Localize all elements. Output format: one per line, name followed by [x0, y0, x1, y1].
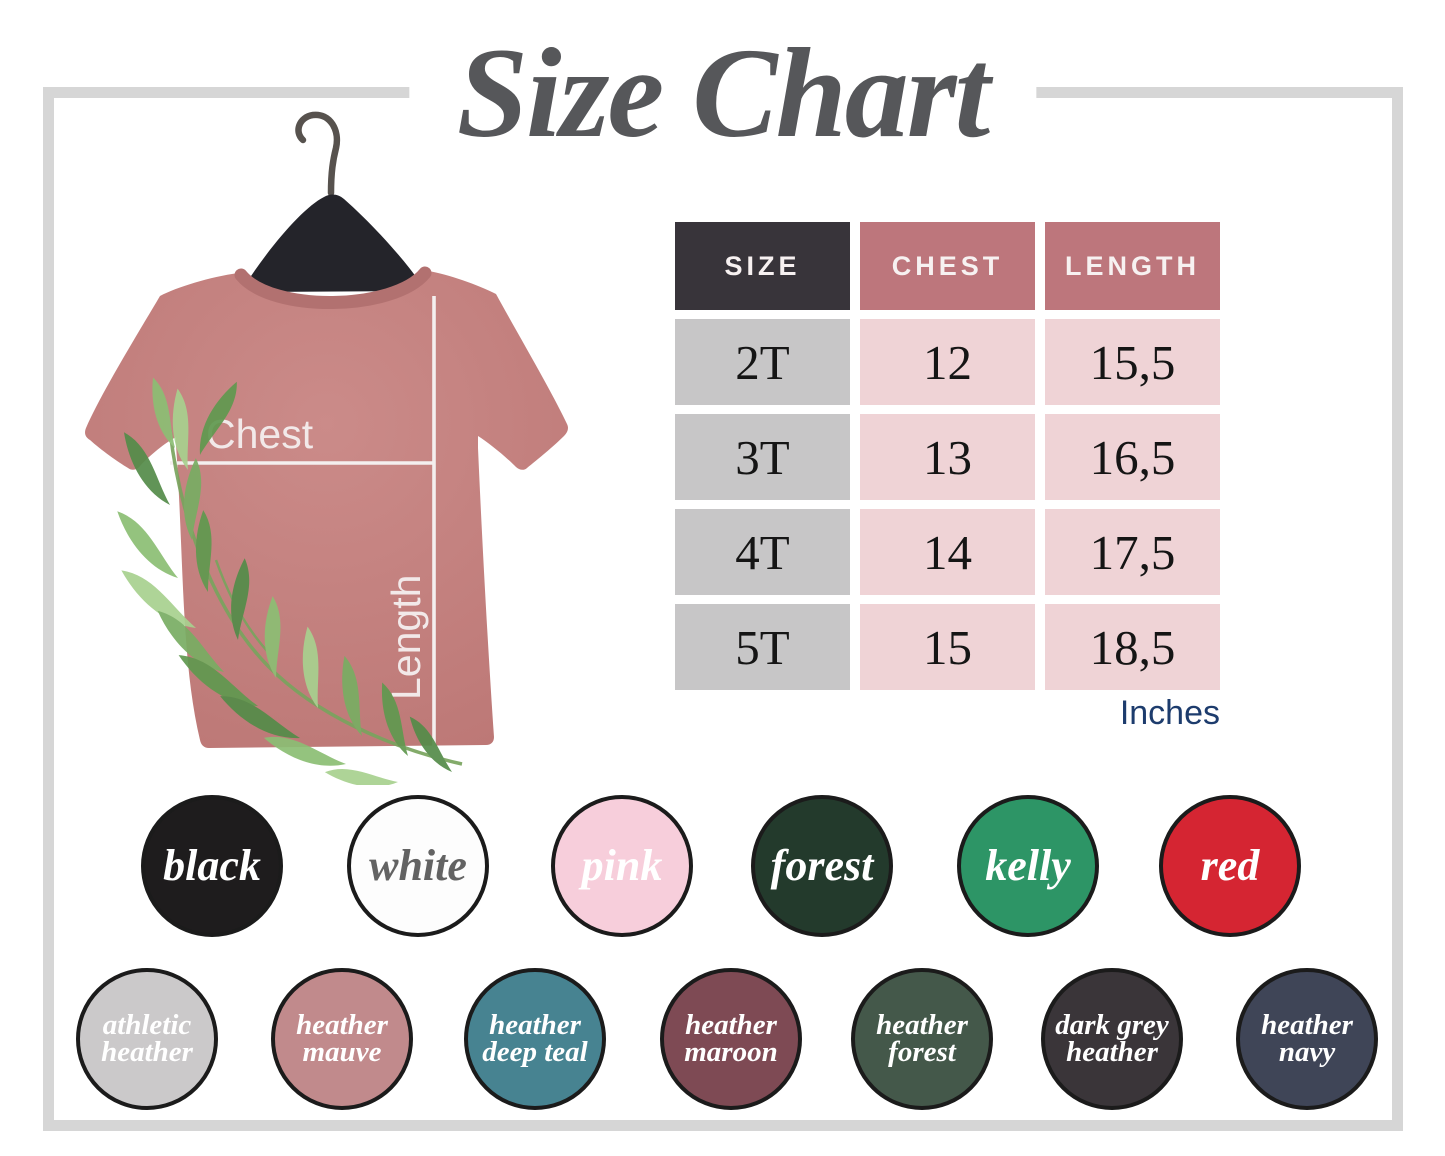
swatch-label: pink: [581, 840, 663, 890]
column-header-chest: CHEST: [860, 222, 1035, 310]
column-header-size: SIZE: [675, 222, 850, 310]
swatch-label: forest: [770, 840, 874, 890]
swatch-label: heather mauve: [296, 1009, 388, 1068]
greenery-branch: [103, 376, 463, 792]
color-swatch-dark-grey-heather: dark grey heather: [1041, 968, 1183, 1110]
table-cell-size: 4T: [675, 509, 850, 595]
swatch-label: red: [1200, 840, 1260, 890]
hanger-hook: [295, 111, 341, 197]
swatch-label: heather deep teal: [482, 1009, 588, 1068]
tshirt-collar: [234, 266, 432, 309]
swatch-label: heather navy: [1261, 1009, 1353, 1068]
swatch-label: heather maroon: [684, 1009, 778, 1068]
tshirt-illustration: Chest Length: [85, 111, 569, 792]
swatch-label: dark grey heather: [1055, 1009, 1169, 1068]
color-swatch-white: white: [347, 795, 489, 937]
table-cell-length: 15,5: [1045, 319, 1220, 405]
color-swatch-heather-forest: heather forest: [851, 968, 993, 1110]
color-swatch-heather-deep-teal: heather deep teal: [464, 968, 606, 1110]
page-title: Size Chart: [408, 0, 1037, 192]
swatch-label: heather forest: [876, 1009, 968, 1068]
length-label: Length: [383, 575, 429, 700]
hanger: [245, 194, 421, 292]
swatch-label: white: [369, 840, 467, 890]
table-cell-length: 17,5: [1045, 509, 1220, 595]
table-cell-length: 18,5: [1045, 604, 1220, 690]
tshirt-shape: [85, 271, 569, 748]
color-swatch-heather-maroon: heather maroon: [660, 968, 802, 1110]
column-header-length: LENGTH: [1045, 222, 1220, 310]
table-cell-size: 5T: [675, 604, 850, 690]
table-cell-size: 3T: [675, 414, 850, 500]
color-swatch-kelly: kelly: [957, 795, 1099, 937]
size-table: SIZE CHEST LENGTH 2T 12 15,5 3T 13 16,5 …: [675, 222, 1220, 690]
color-swatch-black: black: [141, 795, 283, 937]
unit-label: Inches: [1119, 694, 1220, 732]
color-swatch-heather-mauve: heather mauve: [271, 968, 413, 1110]
table-cell-size: 2T: [675, 319, 850, 405]
table-cell-chest: 15: [860, 604, 1035, 690]
table-cell-chest: 13: [860, 414, 1035, 500]
swatch-label: kelly: [985, 840, 1071, 890]
color-swatch-heather-navy: heather navy: [1236, 968, 1378, 1110]
table-cell-chest: 12: [860, 319, 1035, 405]
table-cell-chest: 14: [860, 509, 1035, 595]
color-swatch-athletic-heather: athletic heather: [76, 968, 218, 1110]
table-cell-length: 16,5: [1045, 414, 1220, 500]
color-swatch-red: red: [1159, 795, 1301, 937]
color-swatch-pink: pink: [551, 795, 693, 937]
color-swatch-forest: forest: [751, 795, 893, 937]
tshirt-measurement-diagram: Chest Length: [55, 95, 635, 792]
swatch-label: athletic heather: [101, 1009, 193, 1068]
swatch-label: black: [163, 840, 261, 890]
